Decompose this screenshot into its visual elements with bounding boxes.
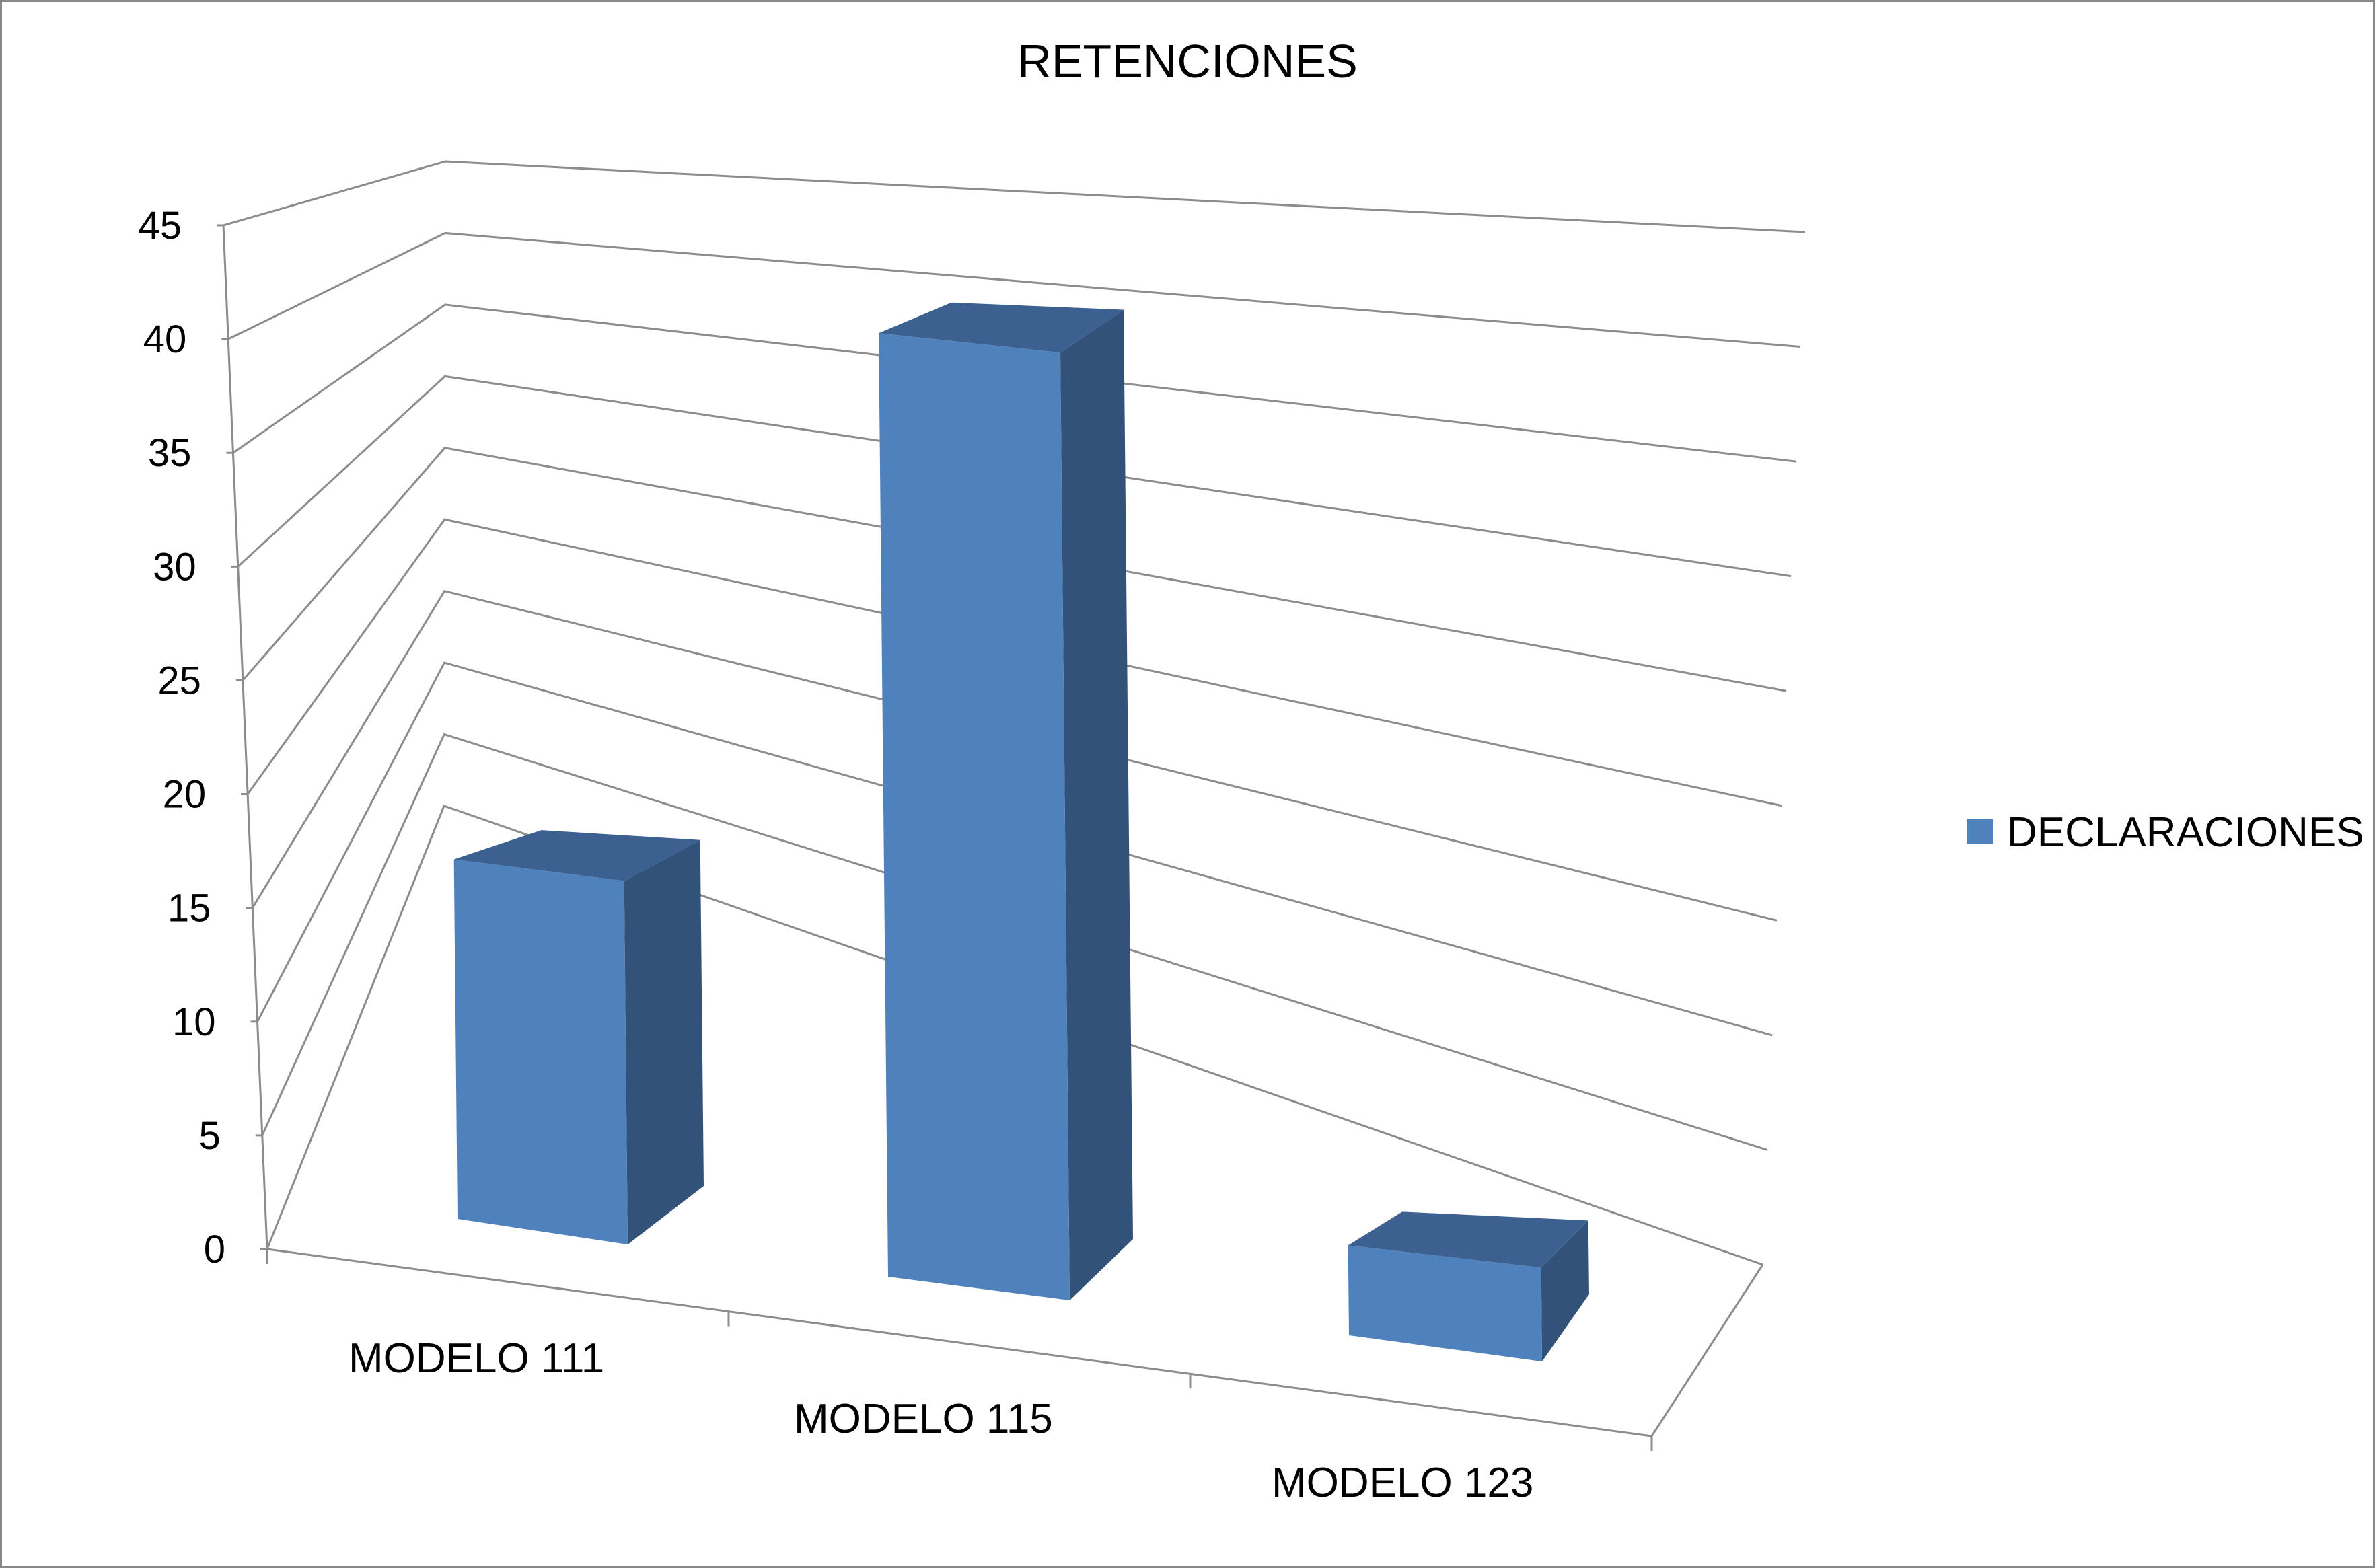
gridline xyxy=(256,661,1773,1037)
gridline xyxy=(237,375,1792,578)
bar-front-face xyxy=(879,333,1070,1301)
bar-3 xyxy=(1348,1211,1589,1361)
y-tick-label: 35 xyxy=(148,431,192,475)
legend-label: DECLARACIONES xyxy=(2007,809,2364,856)
y-tick-label: 0 xyxy=(204,1228,225,1271)
y-axis-ticks: 0 5 10 15 20 25 30 35 40 45 xyxy=(138,204,225,1271)
gridline xyxy=(223,160,1806,233)
bar-side-face xyxy=(624,839,704,1244)
bar-side-face xyxy=(1060,309,1133,1300)
category-label: MODELO 111 xyxy=(349,1335,604,1382)
category-labels: MODELO 111 MODELO 115 MODELO 123 xyxy=(349,1335,1533,1506)
category-label: MODELO 115 xyxy=(794,1396,1053,1442)
gridline xyxy=(261,733,1768,1151)
chart-title: RETENCIONES xyxy=(1017,35,1358,87)
bar-top-face xyxy=(1348,1211,1588,1268)
y-tick-label: 30 xyxy=(153,545,196,589)
bar-1 xyxy=(453,830,704,1244)
bar-top-face xyxy=(879,302,1124,353)
y-tick-label: 20 xyxy=(163,773,207,817)
y-tick-label: 40 xyxy=(143,318,187,361)
bar-top-face xyxy=(453,830,700,881)
y-tick-label: 45 xyxy=(138,204,182,248)
gridlines xyxy=(217,160,1806,1266)
legend-swatch xyxy=(1967,819,1993,844)
chart-floor xyxy=(266,1248,1764,1451)
bar-front-face xyxy=(453,859,628,1244)
bar-side-face xyxy=(1541,1220,1589,1361)
gridline xyxy=(232,303,1796,463)
bars xyxy=(453,302,1589,1361)
category-label: MODELO 123 xyxy=(1272,1460,1533,1506)
y-tick-label: 15 xyxy=(168,887,211,930)
gridline xyxy=(266,805,1763,1266)
bar-2 xyxy=(879,302,1133,1301)
gridline xyxy=(252,589,1778,922)
legend: DECLARACIONES xyxy=(1967,809,2364,856)
y-tick-label: 10 xyxy=(172,1000,216,1044)
y-tick-label: 25 xyxy=(157,659,201,702)
gridline xyxy=(227,231,1801,348)
gridline xyxy=(246,518,1782,807)
y-tick-label: 5 xyxy=(199,1114,221,1158)
gridline xyxy=(242,447,1787,692)
y-axis-line xyxy=(222,225,268,1250)
bar-front-face xyxy=(1348,1245,1542,1361)
